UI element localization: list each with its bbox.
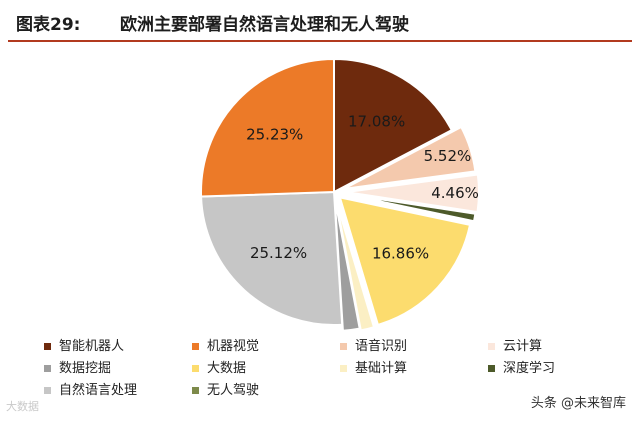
legend-label: 智能机器人 bbox=[59, 339, 125, 354]
title-rule bbox=[8, 40, 632, 42]
pie-slice-5 bbox=[334, 199, 376, 332]
legend-label: 无人驾驶 bbox=[207, 383, 260, 398]
legend-label: 自然语言处理 bbox=[59, 383, 138, 398]
pie-slice-2 bbox=[345, 173, 480, 214]
legend-swatch bbox=[44, 387, 51, 394]
pie-slice-4 bbox=[338, 196, 472, 327]
legend-item: 数据挖掘 bbox=[44, 360, 111, 378]
figure-label: 图表29: bbox=[16, 15, 81, 35]
pie-slice-8 bbox=[200, 57, 335, 198]
watermark-left: 大数据 bbox=[6, 400, 39, 413]
legend-swatch bbox=[44, 343, 51, 350]
slice-label-1: 5.52% bbox=[424, 147, 472, 165]
pie-slice-7 bbox=[200, 190, 344, 326]
title-bar: 图表29: 欧洲主要部署自然语言处理和无人驾驶 bbox=[8, 6, 632, 42]
legend-swatch bbox=[340, 343, 347, 350]
legend-item: 智能机器人 bbox=[44, 338, 124, 356]
legend-item: 深度学习 bbox=[488, 360, 555, 378]
legend-swatch bbox=[44, 365, 51, 372]
legend-swatch bbox=[192, 343, 199, 350]
legend-item: 云计算 bbox=[488, 338, 542, 356]
legend-label: 数据挖掘 bbox=[59, 361, 112, 376]
legend-label: 大数据 bbox=[207, 361, 247, 376]
slice-label-2: 4.46% bbox=[431, 184, 479, 202]
legend-label: 机器视觉 bbox=[207, 339, 260, 354]
watermark-right: 头条 @未来智库 bbox=[530, 396, 626, 411]
legend-item: 机器视觉 bbox=[192, 338, 259, 356]
pie-slice-1 bbox=[343, 125, 477, 190]
legend-label: 基础计算 bbox=[355, 361, 408, 376]
chart-title: 欧洲主要部署自然语言处理和无人驾驶 bbox=[120, 15, 409, 35]
legend-swatch bbox=[488, 365, 495, 372]
slice-label-8: 25.23% bbox=[246, 126, 303, 144]
legend-item: 自然语言处理 bbox=[44, 382, 137, 400]
legend-item: 语音识别 bbox=[340, 338, 407, 356]
legend-swatch bbox=[488, 343, 495, 350]
legend-label: 深度学习 bbox=[503, 361, 556, 376]
pie-chart: 17.08% 5.52% 4.46% 16.86% 25.12% 25.23% bbox=[200, 57, 480, 332]
legend-item: 大数据 bbox=[192, 360, 246, 378]
pie-slice-3 bbox=[343, 192, 477, 223]
slice-label-0: 17.08% bbox=[348, 112, 405, 130]
pie-slice-0 bbox=[333, 57, 454, 194]
legend-swatch bbox=[340, 365, 347, 372]
legend-item: 无人驾驶 bbox=[192, 382, 259, 400]
legend-swatch bbox=[192, 387, 199, 394]
legend-label: 云计算 bbox=[503, 339, 543, 354]
legend-item: 基础计算 bbox=[340, 360, 407, 378]
legend-swatch bbox=[192, 365, 199, 372]
slice-label-7: 25.12% bbox=[250, 244, 307, 262]
slice-label-4: 16.86% bbox=[372, 244, 429, 262]
legend-label: 语音识别 bbox=[355, 339, 408, 354]
